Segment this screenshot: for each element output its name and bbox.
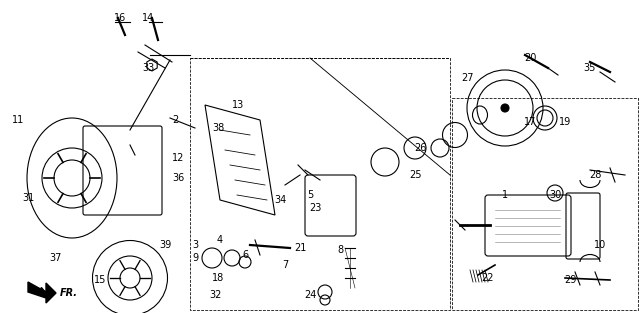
Text: 12: 12 (172, 153, 184, 163)
Polygon shape (28, 282, 56, 303)
Text: 27: 27 (461, 73, 474, 83)
Text: 3: 3 (192, 240, 198, 250)
Text: 20: 20 (524, 53, 536, 63)
Text: FR.: FR. (60, 288, 78, 298)
Text: 30: 30 (549, 190, 561, 200)
Text: 25: 25 (409, 170, 421, 180)
Text: 13: 13 (232, 100, 244, 110)
Text: 37: 37 (49, 253, 61, 263)
Text: 11: 11 (12, 115, 24, 125)
Text: 36: 36 (172, 173, 184, 183)
Text: 16: 16 (114, 13, 126, 23)
Text: 19: 19 (559, 117, 571, 127)
Text: 35: 35 (584, 63, 596, 73)
Text: 33: 33 (142, 63, 154, 73)
Text: 14: 14 (142, 13, 154, 23)
Text: 28: 28 (589, 170, 601, 180)
Text: 31: 31 (22, 193, 34, 203)
Text: 6: 6 (242, 250, 248, 260)
Text: 8: 8 (337, 245, 343, 255)
Text: 18: 18 (212, 273, 224, 283)
Text: 24: 24 (304, 290, 316, 300)
Text: 7: 7 (282, 260, 288, 270)
Text: 21: 21 (294, 243, 306, 253)
Text: 1: 1 (502, 190, 508, 200)
Text: 9: 9 (192, 253, 198, 263)
Text: 34: 34 (274, 195, 286, 205)
Text: 22: 22 (482, 273, 494, 283)
Text: 26: 26 (414, 143, 426, 153)
Text: 4: 4 (217, 235, 223, 245)
Text: 17: 17 (524, 117, 536, 127)
Text: 23: 23 (309, 203, 321, 213)
Text: 32: 32 (209, 290, 221, 300)
Text: 29: 29 (564, 275, 576, 285)
Text: 2: 2 (172, 115, 178, 125)
Text: 15: 15 (94, 275, 106, 285)
Circle shape (501, 104, 509, 112)
Text: 38: 38 (212, 123, 224, 133)
Text: 5: 5 (307, 190, 313, 200)
Text: 39: 39 (159, 240, 171, 250)
Text: 10: 10 (594, 240, 606, 250)
